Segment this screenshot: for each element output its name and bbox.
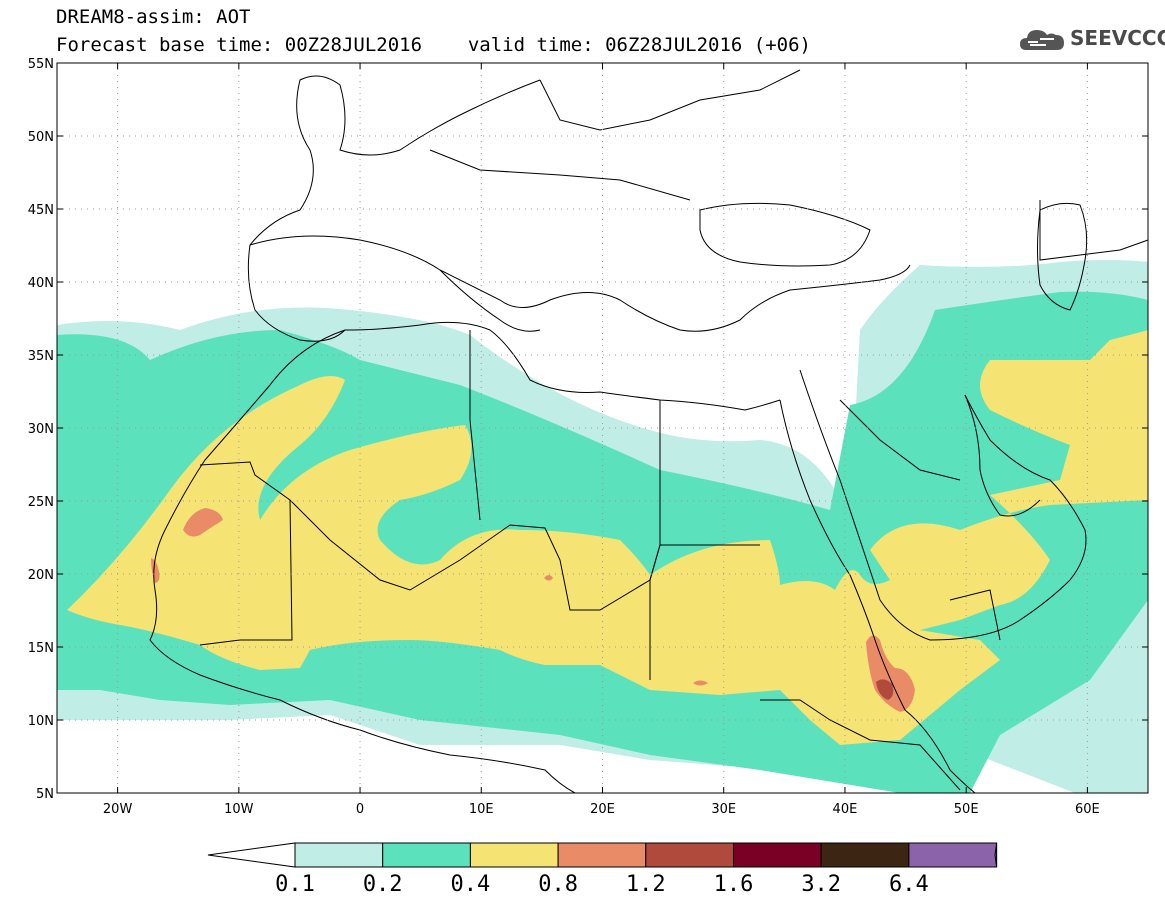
lat-tick-label: 20N [28,568,54,583]
aot-spot-mauritania [183,508,223,537]
colorbar-segment [820,842,910,868]
coastline-red-sea [779,399,976,793]
colorbar-label: 0.8 [538,872,578,897]
latitude-ticks: 5N 10N 15N 20N 25N 30N 35N 40N 45N 50N 55N [28,57,1148,802]
lon-tick-label: 20W [103,802,133,817]
lon-tick-label: 40E [833,802,858,817]
lat-tick-label: 40N [28,276,54,291]
lon-tick-label: 0 [356,802,364,817]
colorbar-segment [469,842,559,868]
coastlines-and-borders [149,69,1148,793]
lat-tick-label: 15N [28,641,54,656]
aot-spot-red-sea [866,635,915,712]
lat-tick-label: 55N [28,57,54,72]
coastline-iberia [247,244,346,342]
lon-tick-label: 50E [954,802,979,817]
coastline-mediterranean-africa [344,321,781,411]
colorbar-label: 3.2 [801,872,841,897]
valid-time: valid time: 06Z28JUL2016 (+06) [467,34,811,56]
lat-tick-label: 25N [28,495,54,510]
map-title: DREAM8-assim: AOT [56,6,251,28]
colorbar-segment [382,842,471,868]
colorbar-label: 1.2 [626,872,666,897]
lon-tick-label: 60E [1075,802,1100,817]
aot-spot-chad [544,575,553,581]
lon-tick-label: 20E [590,802,615,817]
colorbar-label: 0.1 [275,872,315,897]
coastline-arabia [799,369,1087,641]
border-sahara-1 [199,461,760,611]
colorbar-under-triangle [207,842,296,868]
aot-colorbar: 0.1 0.2 0.4 0.8 1.2 1.6 3.2 6.4 [207,842,998,897]
colorbar-label: 0.4 [451,872,491,897]
colorbar-segment [557,842,647,868]
aot-contour-layer [57,63,1148,793]
time-info-line: Forecast base time: 00Z28JUL2016 valid t… [56,34,811,56]
coastline-caspian [1037,202,1088,311]
aot-spot-sudan [693,680,708,686]
coastline-france-uk [249,75,541,246]
border-arabia-1 [839,399,961,481]
longitude-ticks: 20W 10W 0 10E 20E 30E 40E 50E 60E [103,63,1100,817]
coastline-black-sea [699,202,871,267]
lat-tick-label: 45N [28,203,54,218]
coastline-italy [439,269,541,332]
logo-text: SEEVCCC [1070,26,1165,50]
border-sahara-4 [469,330,481,521]
colorbar-segment [908,842,998,868]
lat-tick-label: 5N [36,787,54,802]
border-europe-1 [429,149,691,201]
border-iran [1039,200,1148,261]
colorbar-label: 6.4 [889,872,929,897]
colorbar-segment [645,842,734,868]
lat-tick-label: 35N [28,349,54,364]
border-europe-2 [539,69,801,131]
lon-tick-label: 10E [469,802,494,817]
seevccc-logo: SEEVCCC [1018,22,1165,58]
colorbar-label: 1.6 [714,872,754,897]
lon-tick-label: 10W [224,802,254,817]
aot-spot-bab-el-mandeb [876,679,894,700]
border-horn [760,699,961,791]
colorbar-segment [733,842,822,868]
forecast-base-time: Forecast base time: 00Z28JUL2016 [56,34,423,56]
colorbar-label: 0.2 [363,872,403,897]
aot-spot-senegal-coast [151,558,160,583]
border-sahara-3 [649,400,661,680]
colorbar-over-triangle [994,842,998,868]
lat-tick-label: 30N [28,422,54,437]
border-arabia-2 [949,589,1001,641]
lat-tick-label: 10N [28,714,54,729]
lon-tick-label: 30E [711,802,736,817]
lat-tick-label: 50N [28,130,54,145]
cloud-icon [1020,30,1064,50]
coastline-europe-south [249,235,911,332]
coastline-west-africa [149,329,576,793]
colorbar-segment [294,842,384,868]
border-sahara-2 [199,499,293,646]
